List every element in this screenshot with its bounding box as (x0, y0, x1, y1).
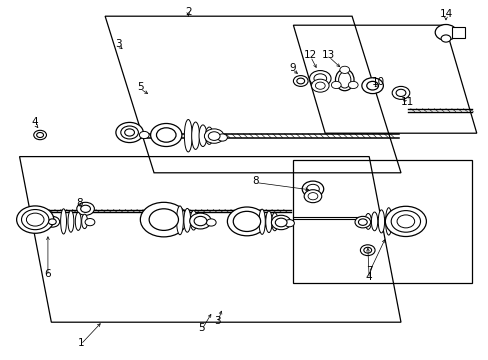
Ellipse shape (271, 213, 277, 231)
Circle shape (208, 132, 220, 140)
Text: 3: 3 (214, 316, 221, 326)
Circle shape (390, 211, 420, 232)
Circle shape (385, 206, 426, 237)
Text: 10: 10 (371, 77, 384, 87)
Ellipse shape (81, 214, 87, 229)
Circle shape (233, 211, 260, 231)
Ellipse shape (265, 211, 271, 233)
Ellipse shape (371, 212, 377, 231)
Circle shape (309, 71, 330, 86)
Ellipse shape (378, 210, 384, 233)
Circle shape (271, 215, 290, 230)
Ellipse shape (385, 208, 391, 235)
Circle shape (331, 81, 341, 89)
Ellipse shape (176, 206, 183, 235)
Ellipse shape (335, 69, 353, 91)
Circle shape (206, 219, 216, 226)
Circle shape (339, 66, 349, 73)
Circle shape (395, 89, 405, 96)
Text: 8: 8 (252, 176, 259, 186)
Circle shape (363, 247, 371, 253)
Ellipse shape (75, 212, 81, 230)
Circle shape (361, 78, 383, 94)
Circle shape (194, 216, 206, 226)
Circle shape (189, 213, 211, 229)
Circle shape (26, 213, 44, 226)
Ellipse shape (259, 209, 264, 234)
Circle shape (304, 190, 321, 203)
Text: 4: 4 (365, 272, 372, 282)
Text: 1: 1 (77, 338, 84, 348)
Circle shape (17, 206, 54, 233)
Ellipse shape (183, 208, 190, 232)
Ellipse shape (199, 125, 206, 147)
Circle shape (313, 74, 326, 83)
Bar (451, 27, 464, 38)
Ellipse shape (364, 213, 371, 229)
Text: 7: 7 (365, 266, 372, 276)
Circle shape (85, 219, 95, 226)
Circle shape (302, 181, 323, 197)
Circle shape (124, 129, 134, 136)
Circle shape (306, 184, 319, 194)
Text: 5: 5 (137, 82, 143, 92)
Ellipse shape (191, 122, 199, 149)
Ellipse shape (68, 211, 74, 232)
Text: 14: 14 (438, 9, 452, 19)
Circle shape (156, 128, 176, 142)
Text: 6: 6 (44, 269, 51, 279)
Circle shape (81, 205, 90, 212)
Circle shape (284, 220, 294, 227)
Text: 2: 2 (184, 6, 191, 17)
Text: 5: 5 (198, 323, 205, 333)
Circle shape (358, 219, 366, 225)
Circle shape (150, 123, 182, 147)
Ellipse shape (338, 72, 350, 88)
Ellipse shape (61, 209, 66, 234)
Circle shape (354, 216, 370, 228)
Circle shape (48, 219, 56, 225)
Ellipse shape (205, 127, 213, 144)
Circle shape (434, 24, 456, 40)
Circle shape (396, 215, 414, 228)
Circle shape (37, 132, 43, 138)
Circle shape (366, 81, 378, 90)
Circle shape (121, 126, 138, 139)
Circle shape (116, 122, 143, 143)
Circle shape (149, 209, 178, 230)
Circle shape (391, 86, 409, 99)
Text: 12: 12 (303, 50, 317, 60)
Circle shape (440, 35, 450, 42)
Ellipse shape (190, 211, 197, 230)
Circle shape (360, 245, 374, 256)
Text: 8: 8 (76, 198, 82, 208)
Circle shape (21, 210, 49, 230)
Circle shape (315, 82, 325, 89)
Text: 13: 13 (321, 50, 335, 60)
Circle shape (217, 134, 227, 141)
Circle shape (275, 218, 286, 227)
Circle shape (140, 202, 187, 237)
Circle shape (227, 207, 266, 236)
Text: 9: 9 (288, 63, 295, 73)
Circle shape (139, 131, 149, 139)
Circle shape (307, 193, 317, 200)
Circle shape (347, 81, 357, 89)
Circle shape (204, 129, 224, 143)
Circle shape (77, 202, 94, 215)
Text: 3: 3 (115, 39, 122, 49)
Circle shape (296, 78, 304, 84)
Ellipse shape (184, 120, 192, 152)
Circle shape (293, 76, 307, 86)
Circle shape (45, 216, 60, 227)
Circle shape (34, 130, 46, 140)
Text: 4: 4 (32, 117, 39, 127)
Circle shape (311, 79, 328, 92)
Text: 11: 11 (400, 96, 413, 107)
